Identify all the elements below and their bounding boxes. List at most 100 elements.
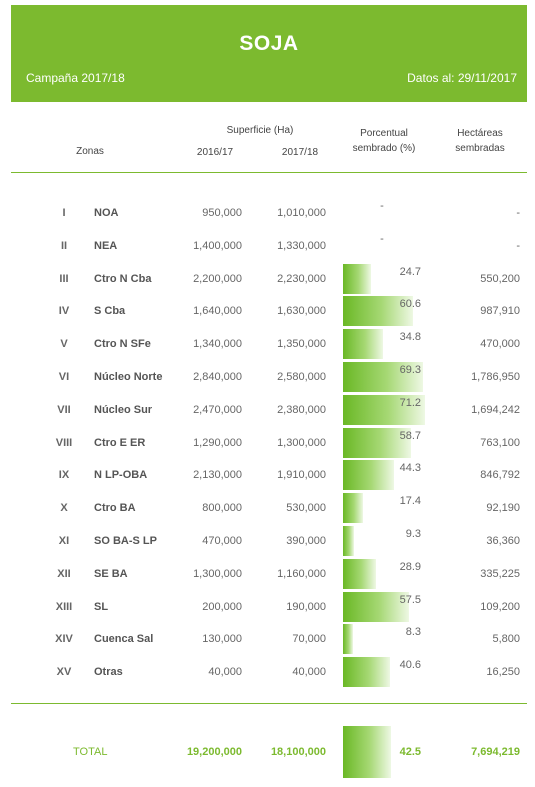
pct-progress-bar <box>343 558 376 589</box>
hectares-sown: 1,786,950 <box>471 371 520 383</box>
hectares-sown: - <box>516 239 520 252</box>
table-row: XIV Cuenca Sal 130,000 70,000 8.3 5,800 <box>0 624 535 655</box>
total-surface-2017: 18,100,000 <box>270 746 326 758</box>
pct-value: 8.3 <box>405 626 421 639</box>
surface-2016: 1,340,000 <box>193 338 242 351</box>
pct-progress-bar <box>343 394 425 425</box>
table-row: V Ctro N SFe 1,340,000 1,350,000 34.8 470,000 <box>0 329 535 360</box>
col-pct-header-line1: Porcentual <box>360 128 408 139</box>
surface-2017: 2,230,000 <box>277 272 326 285</box>
col-2017-header: 2017/18 <box>281 147 319 158</box>
pct-progress-bar <box>343 362 423 392</box>
zone-name: SO BA-S LP <box>94 535 157 547</box>
zone-number: IX <box>58 469 70 482</box>
zone-number: XII <box>57 567 71 580</box>
pct-value: 58.7 <box>399 429 421 442</box>
total-progress-bar <box>343 726 391 778</box>
col-pct-header-line2: sembrado (%) <box>352 143 416 154</box>
hectares-sown: - <box>516 207 520 219</box>
pct-progress-bar <box>343 493 363 524</box>
zone-number: VIII <box>55 436 73 449</box>
surface-2016: 130,000 <box>202 633 242 646</box>
header-divider <box>11 172 527 173</box>
surface-2017: 530,000 <box>286 502 326 515</box>
table-row: IX N LP-OBA 2,130,000 1,910,000 44.3 846,792 <box>0 460 535 491</box>
col-2016-header: 2016/17 <box>196 147 234 158</box>
hectares-sown: 470,000 <box>480 338 520 351</box>
report-title: SOJA <box>239 32 299 55</box>
surface-2017: 190,000 <box>286 600 326 613</box>
table-row: VII Núcleo Sur 2,470,000 2,380,000 71.2 1,694… <box>0 394 535 425</box>
table-row: XV Otras 40,000 40,000 40.6 16,250 <box>0 657 535 688</box>
surface-2016: 40,000 <box>208 666 242 679</box>
surface-2017: 1,910,000 <box>277 469 326 482</box>
zone-name: Ctro N Cba <box>94 272 152 285</box>
surface-2016: 800,000 <box>202 502 242 515</box>
zone-number: XIV <box>55 633 73 646</box>
col-zones-header: Zonas <box>76 146 104 157</box>
surface-2016: 2,130,000 <box>193 469 242 482</box>
surface-2016: 2,470,000 <box>193 403 242 416</box>
report-header: SOJA Campaña 2017/18 Datos al: 29/11/201… <box>11 5 527 102</box>
pct-value: 71.2 <box>399 396 421 409</box>
pct-value: 28.9 <box>399 560 421 573</box>
zone-name: Núcleo Norte <box>94 371 163 383</box>
zone-number: XI <box>58 535 70 547</box>
pct-value: 40.6 <box>399 659 421 672</box>
surface-2016: 1,640,000 <box>193 305 242 318</box>
pct-value: 60.6 <box>399 298 421 311</box>
hectares-sown: 36,360 <box>486 535 520 547</box>
zone-name: SL <box>94 600 109 613</box>
pct-progress-bar <box>343 460 394 491</box>
col-ha-header-line1: Hectáreas <box>457 128 503 139</box>
zone-name: Ctro E ER <box>94 436 146 449</box>
pct-value: 44.3 <box>399 462 421 475</box>
surface-2016: 2,840,000 <box>193 371 242 383</box>
surface-2016: 470,000 <box>202 535 242 547</box>
pct-progress-bar <box>343 526 354 556</box>
zone-number: XIII <box>55 600 73 613</box>
table-row: XI SO BA-S LP 470,000 390,000 9.3 36,360 <box>0 526 535 556</box>
total-divider <box>11 703 527 704</box>
surface-2016: 200,000 <box>202 600 242 613</box>
hectares-sown: 109,200 <box>480 600 520 613</box>
surface-2017: 2,380,000 <box>277 403 326 416</box>
table-row: III Ctro N Cba 2,200,000 2,230,000 24.7 550,2… <box>0 263 535 294</box>
surface-2016: 1,300,000 <box>193 567 242 580</box>
table-row: IV S Cba 1,640,000 1,630,000 60.6 987,910 <box>0 296 535 327</box>
zone-name: NOA <box>94 207 119 219</box>
surface-2017: 2,580,000 <box>277 371 326 383</box>
campaign-label: Campaña 2017/18 <box>26 71 125 85</box>
pct-progress-bar <box>343 624 353 655</box>
pct-progress-bar <box>343 427 411 458</box>
hectares-sown: 92,190 <box>486 502 520 515</box>
zone-number: II <box>60 239 68 252</box>
zone-name: SE BA <box>94 567 128 580</box>
table-row: I NOA 950,000 1,010,000 - - <box>0 198 535 228</box>
surface-2017: 70,000 <box>292 633 326 646</box>
table-row: II NEA 1,400,000 1,330,000 - - <box>0 231 535 261</box>
hectares-sown: 335,225 <box>480 567 520 580</box>
surface-2017: 1,330,000 <box>277 239 326 252</box>
total-hectares: 7,694,219 <box>471 746 520 758</box>
hectares-sown: 550,200 <box>480 272 520 285</box>
surface-2017: 1,010,000 <box>277 207 326 219</box>
data-date-label: Datos al: 29/11/2017 <box>407 71 517 85</box>
zone-name: Ctro N SFe <box>94 338 151 351</box>
pct-value: 24.7 <box>399 265 421 278</box>
table-row: XII SE BA 1,300,000 1,160,000 28.9 335,225 <box>0 558 535 589</box>
zone-name: Núcleo Sur <box>94 403 153 416</box>
surface-2017: 1,160,000 <box>277 567 326 580</box>
hectares-sown: 846,792 <box>480 469 520 482</box>
zone-name: Otras <box>94 666 123 679</box>
total-surface-2016: 19,200,000 <box>186 746 242 758</box>
zone-number: VI <box>58 371 70 383</box>
surface-2016: 950,000 <box>202 207 242 219</box>
hectares-sown: 5,800 <box>492 633 520 646</box>
col-ha-header: Hectáreas sembradas <box>440 126 520 156</box>
surface-2017: 1,630,000 <box>277 305 326 318</box>
zone-name: Cuenca Sal <box>94 633 154 646</box>
pct-value: 17.4 <box>399 495 421 508</box>
surface-2017: 390,000 <box>286 535 326 547</box>
pct-progress-bar <box>343 657 390 688</box>
